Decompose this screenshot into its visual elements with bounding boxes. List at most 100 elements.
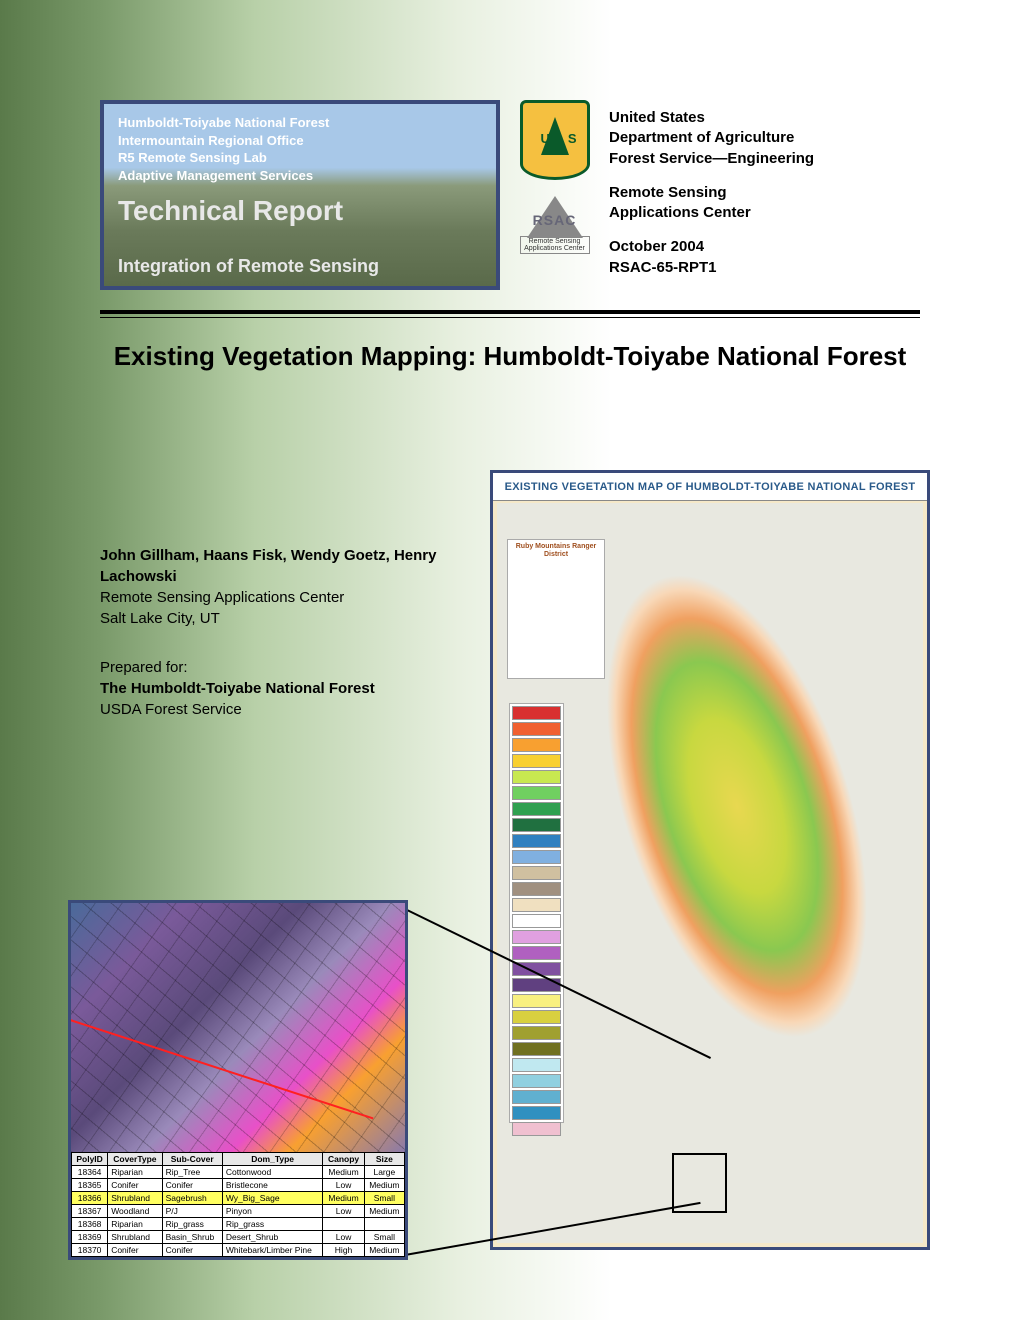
table-header-cell: PolyID: [72, 1153, 108, 1166]
agency-line: Forest Service—Engineering: [609, 149, 920, 169]
legend-swatch: [512, 866, 561, 880]
table-header-cell: Canopy: [323, 1153, 364, 1166]
forest-service-shield-icon: US: [520, 100, 590, 180]
table-cell: Medium: [364, 1205, 404, 1218]
agency-line: Remote Sensing: [609, 183, 920, 203]
agency-info: United States Department of Agriculture …: [609, 100, 920, 300]
attribute-table: PolyIDCoverTypeSub-CoverDom_TypeCanopySi…: [71, 1152, 405, 1257]
prepared-for: USDA Forest Service: [100, 699, 480, 720]
legend-swatch: [512, 882, 561, 896]
legend-swatch: [512, 786, 561, 800]
legend-swatch: [512, 946, 561, 960]
table-cell: 18369: [72, 1231, 108, 1244]
table-cell: Small: [364, 1231, 404, 1244]
legend-swatch: [512, 914, 561, 928]
agency-line: Applications Center: [609, 203, 920, 223]
badge-subtitle: Integration of Remote Sensing: [118, 254, 379, 278]
shield-us-text: US: [523, 131, 587, 146]
table-row: 18370ConiferConiferWhitebark/Limber Pine…: [72, 1244, 405, 1257]
map-info-box: Ruby Mountains Ranger District: [507, 539, 605, 679]
table-cell: Medium: [364, 1179, 404, 1192]
table-header-cell: Dom_Type: [222, 1153, 323, 1166]
table-header-cell: Sub-Cover: [162, 1153, 222, 1166]
table-cell: [364, 1218, 404, 1231]
report-id: RSAC-65-RPT1: [609, 258, 920, 278]
table-cell: 18365: [72, 1179, 108, 1192]
legend-swatch: [512, 722, 561, 736]
author-org: Remote Sensing Applications Center: [100, 587, 480, 608]
map-title: EXISTING VEGETATION MAP OF HUMBOLDT-TOIY…: [493, 473, 927, 501]
legend-swatch: [512, 1090, 561, 1104]
table-cell: Medium: [364, 1244, 404, 1257]
table-cell: 18366: [72, 1192, 108, 1205]
legend-swatch: [512, 898, 561, 912]
table-cell: Shrubland: [108, 1231, 162, 1244]
table-cell: Riparian: [108, 1218, 162, 1231]
badge-line: Intermountain Regional Office: [118, 132, 482, 150]
report-date: October 2004: [609, 237, 920, 257]
table-row: 18365ConiferConiferBristleconeLowMedium: [72, 1179, 405, 1192]
table-cell: Medium: [323, 1192, 364, 1205]
photo-badge: Humboldt-Toiyabe National Forest Intermo…: [100, 100, 500, 290]
prepared-for-label: Prepared for:: [100, 657, 480, 678]
legend-swatch: [512, 850, 561, 864]
table-cell: Low: [323, 1231, 364, 1244]
table-cell: Low: [323, 1179, 364, 1192]
authors-block: John Gillham, Haans Fisk, Wendy Goetz, H…: [100, 545, 480, 720]
table-cell: Whitebark/Limber Pine: [222, 1244, 323, 1257]
agency-line: Department of Agriculture: [609, 128, 920, 148]
table-cell: Rip_Tree: [162, 1166, 222, 1179]
legend-swatch: [512, 706, 561, 720]
author-names: John Gillham, Haans Fisk, Wendy Goetz, H…: [100, 545, 480, 587]
legend-swatch: [512, 1058, 561, 1072]
table-row: 18368RiparianRip_grassRip_grass: [72, 1218, 405, 1231]
horizontal-rule: [100, 310, 920, 318]
table-cell: Desert_Shrub: [222, 1231, 323, 1244]
author-org: Salt Lake City, UT: [100, 608, 480, 629]
logo-column: US RSAC Remote Sensing Applications Cent…: [512, 100, 597, 300]
table-cell: Woodland: [108, 1205, 162, 1218]
legend-swatch: [512, 738, 561, 752]
agency-line: United States: [609, 108, 920, 128]
table-cell: Conifer: [162, 1244, 222, 1257]
legend-swatch: [512, 770, 561, 784]
detail-panel: PolyIDCoverTypeSub-CoverDom_TypeCanopySi…: [68, 900, 408, 1260]
document-title: Existing Vegetation Mapping: Humboldt-To…: [100, 340, 920, 374]
map-district-title: Ruby Mountains Ranger District: [511, 543, 601, 558]
table-cell: Low: [323, 1205, 364, 1218]
badge-line: Humboldt-Toiyabe National Forest: [118, 114, 482, 132]
technical-report-title: Technical Report: [118, 192, 482, 230]
legend-swatch: [512, 994, 561, 1008]
table-cell: Rip_grass: [162, 1218, 222, 1231]
legend-swatch: [512, 1042, 561, 1056]
table-cell: Bristlecone: [222, 1179, 323, 1192]
table-cell: Small: [364, 1192, 404, 1205]
table-row: 18367WoodlandP/JPinyonLowMedium: [72, 1205, 405, 1218]
table-cell: Conifer: [162, 1179, 222, 1192]
legend-swatch: [512, 1010, 561, 1024]
table-row: 18364RiparianRip_TreeCottonwoodMediumLar…: [72, 1166, 405, 1179]
table-cell: Conifer: [108, 1244, 162, 1257]
rsac-sublabel: Remote Sensing Applications Center: [520, 236, 590, 254]
legend-swatch: [512, 754, 561, 768]
table-cell: [323, 1218, 364, 1231]
badge-line: R5 Remote Sensing Lab: [118, 149, 482, 167]
table-cell: Large: [364, 1166, 404, 1179]
header-row: Humboldt-Toiyabe National Forest Intermo…: [100, 100, 920, 300]
table-cell: Riparian: [108, 1166, 162, 1179]
table-cell: High: [323, 1244, 364, 1257]
table-cell: 18370: [72, 1244, 108, 1257]
legend-swatch: [512, 1122, 561, 1136]
legend-swatch: [512, 1026, 561, 1040]
table-row: 18369ShrublandBasin_ShrubDesert_ShrubLow…: [72, 1231, 405, 1244]
prepared-for: The Humboldt-Toiyabe National Forest: [100, 678, 480, 699]
table-cell: Shrubland: [108, 1192, 162, 1205]
table-cell: Basin_Shrub: [162, 1231, 222, 1244]
table-cell: Sagebrush: [162, 1192, 222, 1205]
table-cell: Cottonwood: [222, 1166, 323, 1179]
table-header-row: PolyIDCoverTypeSub-CoverDom_TypeCanopySi…: [72, 1153, 405, 1166]
table-cell: Rip_grass: [222, 1218, 323, 1231]
table-cell: Medium: [323, 1166, 364, 1179]
table-cell: Conifer: [108, 1179, 162, 1192]
vegetation-map-panel: EXISTING VEGETATION MAP OF HUMBOLDT-TOIY…: [490, 470, 930, 1250]
